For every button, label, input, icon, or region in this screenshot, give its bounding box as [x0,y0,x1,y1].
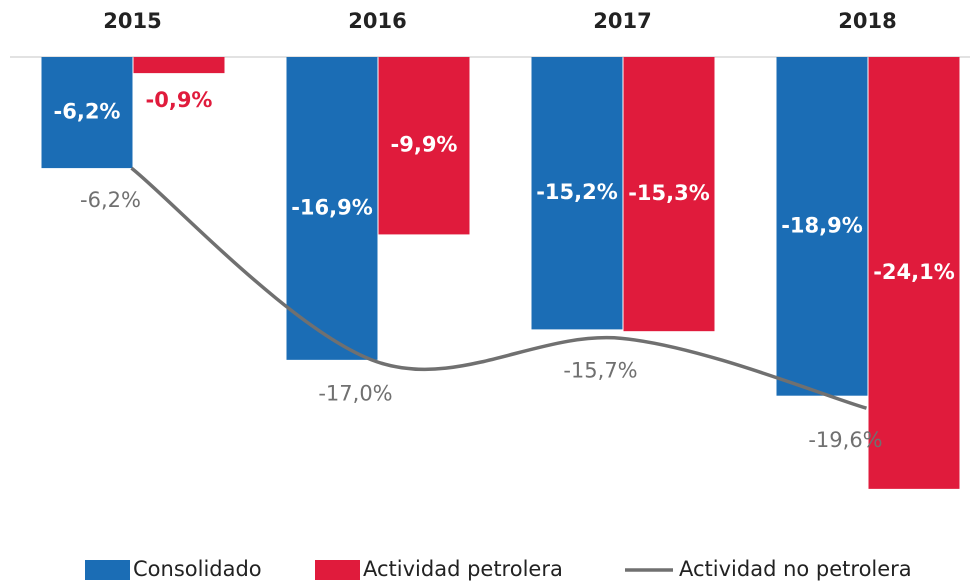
bar [868,57,960,489]
legend-label: Actividad petrolera [363,557,563,581]
category-label: 2017 [593,9,651,33]
bar-label: -15,3% [628,181,710,205]
legend-swatch [315,560,360,580]
line [130,166,867,410]
bar [623,57,715,332]
bar-label: -18,9% [781,213,863,237]
legend-label: Consolidado [133,557,262,581]
bar [286,57,378,360]
category-label: 2016 [348,9,406,33]
bar [133,57,225,74]
legend-label: Actividad no petrolera [679,557,912,581]
bar-label: -24,1% [873,260,955,284]
legend-swatch [85,560,130,580]
line-label: -6,2% [80,188,141,212]
bar-label: -6,2% [54,100,121,124]
bar [378,57,470,235]
bar-label: -15,2% [536,180,618,204]
line-label: -19,6% [808,428,882,452]
bar [41,57,133,169]
bar-label: -9,9% [391,133,458,157]
bar-label: -16,9% [291,195,373,219]
line-label: -15,7% [563,358,637,382]
category-label: 2015 [103,9,161,33]
bar [776,57,868,396]
bar-label: -0,9% [146,88,213,112]
bar [531,57,623,330]
line-label: -17,0% [318,382,392,406]
category-label: 2018 [838,9,896,33]
